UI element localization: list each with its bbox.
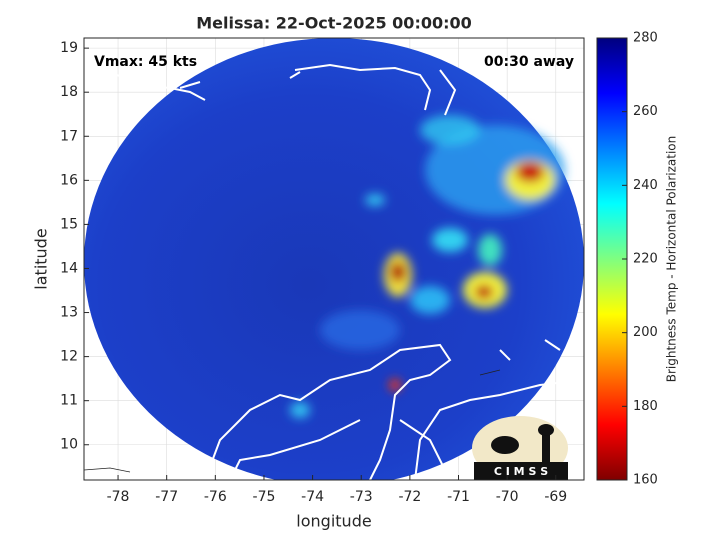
x-tick-label: -76 <box>204 489 227 505</box>
colorbar-tick-label: 220 <box>633 252 658 267</box>
swath <box>84 38 584 480</box>
x-tick-label: -77 <box>155 489 178 505</box>
y-tick-label: 10 <box>60 437 78 453</box>
y-tick-label: 16 <box>60 172 78 188</box>
y-tick-label: 18 <box>60 84 78 100</box>
y-tick-label: 14 <box>60 260 78 276</box>
y-tick-label: 15 <box>60 216 78 232</box>
annotation: Vmax: 45 kts <box>94 54 197 70</box>
colorbar-tick-label: 160 <box>633 473 658 488</box>
axes-frame <box>83 37 585 481</box>
y-tick-label: 19 <box>60 40 78 56</box>
colorbar-tick-label: 180 <box>633 399 658 414</box>
x-tick-label: -69 <box>544 489 567 505</box>
colorbar-tick-label: 280 <box>633 31 658 46</box>
x-tick-label: -72 <box>398 489 421 505</box>
x-tick-label: -71 <box>447 489 470 505</box>
logo-text: C I M S S <box>494 465 548 478</box>
chart-title: Melissa: 22-Oct-2025 00:00:00 <box>196 14 472 33</box>
colorbar-label: Brightness Temp - Horizontal Polarizatio… <box>665 136 679 383</box>
y-axis-label: latitude <box>32 228 51 289</box>
x-tick-label: -74 <box>301 489 324 505</box>
colorbar-tick-label: 200 <box>633 325 658 340</box>
y-tick-label: 11 <box>60 393 78 409</box>
x-tick-label: -75 <box>253 489 276 505</box>
x-tick-label: -78 <box>107 489 130 505</box>
x-tick-label: -73 <box>350 489 373 505</box>
x-tick-label: -70 <box>496 489 519 505</box>
colorbar-tick-label: 240 <box>633 178 658 193</box>
x-axis-label: longitude <box>296 512 371 531</box>
logo: C I M S S <box>472 416 568 480</box>
y-tick-label: 17 <box>60 128 78 144</box>
colorbar-tick-label: 260 <box>633 104 658 119</box>
y-tick-label: 12 <box>60 349 78 365</box>
y-tick-label: 13 <box>60 305 78 321</box>
annotation: 00:30 away <box>484 54 574 70</box>
